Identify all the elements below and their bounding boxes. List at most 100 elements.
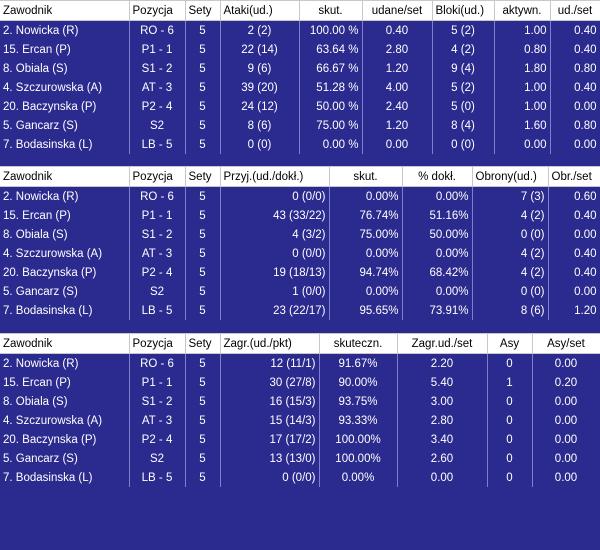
attacks-cell: 8 (6)	[220, 116, 300, 135]
serves-cell: 0 (0/0)	[220, 468, 320, 487]
serves-per-set-cell: 3.40	[397, 430, 488, 449]
attack-efficiency-cell: 100.00 %	[299, 20, 363, 40]
player-name-cell: 15. Ercan (P)	[0, 40, 130, 59]
column-header[interactable]: aktywn.	[494, 0, 551, 21]
aces-cell: 0	[487, 353, 533, 373]
serves-cell: 15 (14/3)	[220, 411, 320, 430]
column-header[interactable]: Zagr.ud./set	[397, 333, 488, 354]
position-cell: S2	[129, 116, 186, 135]
column-header[interactable]: udane/set	[362, 0, 433, 21]
successful-per-set-cell: 2.40	[362, 97, 433, 116]
column-header[interactable]: Sety	[185, 333, 221, 354]
table-header-row: Zawodnik Pozycja Sety Ataki(ud.) skut. u…	[0, 0, 600, 21]
table-row[interactable]: 5. Gancarz (S) S2 5 8 (6) 75.00 % 1.20 8…	[0, 116, 600, 135]
table-row[interactable]: 5. Gancarz (S) S2 5 13 (13/0) 100.00% 2.…	[0, 449, 600, 468]
column-header[interactable]: Obrony(ud.)	[472, 166, 549, 187]
player-name-cell: 5. Gancarz (S)	[0, 449, 130, 468]
table-row[interactable]: 15. Ercan (P) P1 - 1 5 43 (33/22) 76.74%…	[0, 206, 600, 225]
attacks-cell: 39 (20)	[220, 78, 300, 97]
table-row[interactable]: 4. Szczurowska (A) AT - 3 5 15 (14/3) 93…	[0, 411, 600, 430]
defenses-per-set-cell: 0.60	[548, 186, 600, 206]
table-row[interactable]: 8. Obiala (S) S1 - 2 5 4 (3/2) 75.00% 50…	[0, 225, 600, 244]
defenses-cell: 7 (3)	[472, 186, 549, 206]
column-header[interactable]: Zawodnik	[0, 0, 130, 21]
defenses-per-set-cell: 0.00	[548, 225, 600, 244]
table-row[interactable]: 2. Nowicka (R) RO - 6 5 0 (0/0) 0.00% 0.…	[0, 186, 600, 206]
blocks-per-set-cell: 0.00	[550, 135, 600, 154]
table-row[interactable]: 20. Baczynska (P) P2 - 4 5 24 (12) 50.00…	[0, 97, 600, 116]
column-header[interactable]: Obr./set	[548, 166, 600, 187]
position-cell: P2 - 4	[129, 97, 186, 116]
table-row[interactable]: 7. Bodasinska (L) LB - 5 5 0 (0/0) 0.00%…	[0, 468, 600, 487]
defenses-per-set-cell: 1.20	[548, 301, 600, 320]
table-row[interactable]: 7. Bodasinska (L) LB - 5 5 0 (0) 0.00 % …	[0, 135, 600, 154]
column-header[interactable]: Pozycja	[129, 0, 186, 21]
reception-efficiency-cell: 76.74%	[329, 206, 403, 225]
column-header[interactable]: Asy	[487, 333, 533, 354]
table-row[interactable]: 7. Bodasinska (L) LB - 5 5 23 (22/17) 95…	[0, 301, 600, 320]
table-row[interactable]: 5. Gancarz (S) S2 5 1 (0/0) 0.00% 0.00% …	[0, 282, 600, 301]
column-header[interactable]: skuteczn.	[319, 333, 398, 354]
column-header[interactable]: Sety	[185, 166, 221, 187]
position-cell: RO - 6	[129, 20, 186, 40]
column-header[interactable]: % dokł.	[402, 166, 473, 187]
defenses-cell: 0 (0)	[472, 282, 549, 301]
successful-per-set-cell: 4.00	[362, 78, 433, 97]
attack-efficiency-cell: 0.00 %	[299, 135, 363, 154]
column-header[interactable]: Przyj.(ud./dokł.)	[220, 166, 330, 187]
position-cell: LB - 5	[129, 301, 186, 320]
column-header[interactable]: Asy/set	[532, 333, 600, 354]
column-header[interactable]: ud./set	[550, 0, 600, 21]
serves-cell: 30 (27/8)	[220, 373, 320, 392]
column-header[interactable]: skut.	[329, 166, 403, 187]
table-row[interactable]: 20. Baczynska (P) P2 - 4 5 17 (17/2) 100…	[0, 430, 600, 449]
table-row[interactable]: 2. Nowicka (R) RO - 6 5 2 (2) 100.00 % 0…	[0, 20, 600, 40]
column-header[interactable]: Ataki(ud.)	[220, 0, 300, 21]
serve-table: Zawodnik Pozycja Sety Zagr.(ud./pkt) sku…	[0, 333, 600, 487]
table-row[interactable]: 8. Obiala (S) S1 - 2 5 9 (6) 66.67 % 1.2…	[0, 59, 600, 78]
position-cell: LB - 5	[129, 468, 186, 487]
reception-efficiency-cell: 94.74%	[329, 263, 403, 282]
successful-per-set-cell: 2.80	[362, 40, 433, 59]
column-header[interactable]: skut.	[299, 0, 363, 21]
player-name-cell: 8. Obiala (S)	[0, 59, 130, 78]
reception-efficiency-cell: 0.00%	[329, 282, 403, 301]
table-header-row: Zawodnik Pozycja Sety Zagr.(ud./pkt) sku…	[0, 333, 600, 354]
player-name-cell: 20. Baczynska (P)	[0, 263, 130, 282]
defenses-cell: 8 (6)	[472, 301, 549, 320]
sets-cell: 5	[185, 59, 221, 78]
reception-efficiency-cell: 0.00%	[329, 244, 403, 263]
player-name-cell: 7. Bodasinska (L)	[0, 301, 130, 320]
table-row[interactable]: 2. Nowicka (R) RO - 6 5 12 (11/1) 91.67%…	[0, 353, 600, 373]
position-cell: AT - 3	[129, 244, 186, 263]
table-row[interactable]: 4. Szczurowska (A) AT - 3 5 39 (20) 51.2…	[0, 78, 600, 97]
reception-accuracy-cell: 73.91%	[402, 301, 473, 320]
table-row[interactable]: 15. Ercan (P) P1 - 1 5 30 (27/8) 90.00% …	[0, 373, 600, 392]
sets-cell: 5	[185, 468, 221, 487]
table-row[interactable]: 8. Obiala (S) S1 - 2 5 16 (15/3) 93.75% …	[0, 392, 600, 411]
table-header-row: Zawodnik Pozycja Sety Przyj.(ud./dokł.) …	[0, 166, 600, 187]
column-header[interactable]: Sety	[185, 0, 221, 21]
aces-cell: 1	[487, 373, 533, 392]
position-cell: S1 - 2	[129, 225, 186, 244]
column-header[interactable]: Bloki(ud.)	[432, 0, 495, 21]
sets-cell: 5	[185, 373, 221, 392]
column-header[interactable]: Zawodnik	[0, 166, 130, 187]
table-row[interactable]: 15. Ercan (P) P1 - 1 5 22 (14) 63.64 % 2…	[0, 40, 600, 59]
attacks-cell: 2 (2)	[220, 20, 300, 40]
sets-cell: 5	[185, 244, 221, 263]
reception-efficiency-cell: 0.00%	[329, 186, 403, 206]
sets-cell: 5	[185, 116, 221, 135]
column-header[interactable]: Pozycja	[129, 333, 186, 354]
serves-per-set-cell: 3.00	[397, 392, 488, 411]
column-header[interactable]: Zagr.(ud./pkt)	[220, 333, 320, 354]
table-row[interactable]: 20. Baczynska (P) P2 - 4 5 19 (18/13) 94…	[0, 263, 600, 282]
serve-efficiency-cell: 93.33%	[319, 411, 398, 430]
table-row[interactable]: 4. Szczurowska (A) AT - 3 5 0 (0/0) 0.00…	[0, 244, 600, 263]
column-header[interactable]: Pozycja	[129, 166, 186, 187]
serves-cell: 13 (13/0)	[220, 449, 320, 468]
position-cell: S2	[129, 282, 186, 301]
defenses-per-set-cell: 0.40	[548, 206, 600, 225]
column-header[interactable]: Zawodnik	[0, 333, 130, 354]
receptions-cell: 1 (0/0)	[220, 282, 330, 301]
